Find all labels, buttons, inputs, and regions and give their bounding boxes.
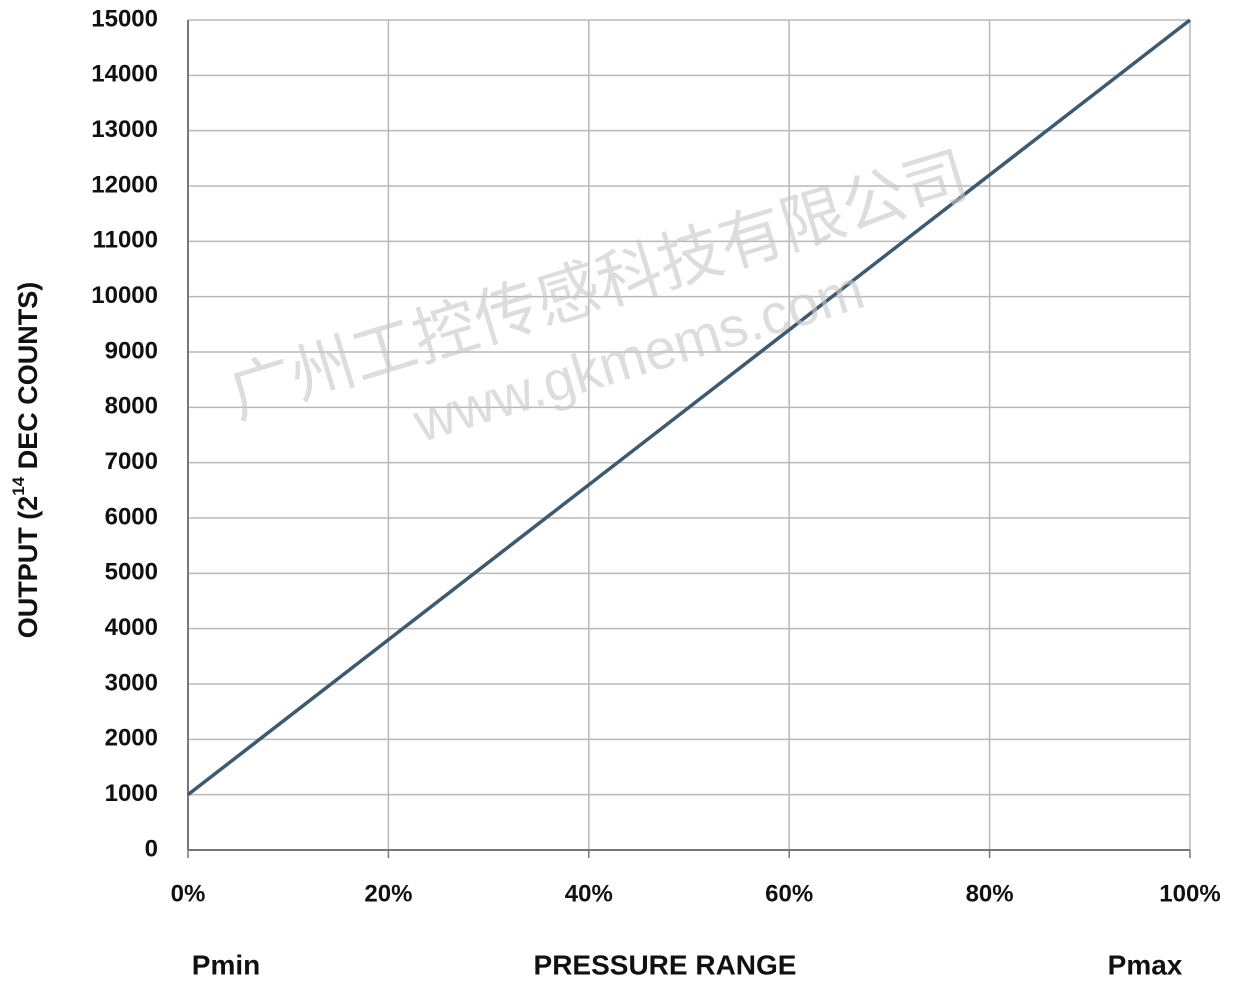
y-tick-label: 12000 bbox=[91, 171, 158, 198]
y-tick-label: 0 bbox=[145, 835, 158, 862]
y-label-part: DEC COUNTS) bbox=[13, 282, 43, 477]
x-tick-label: 40% bbox=[565, 880, 613, 907]
y-label-sup: 14 bbox=[9, 476, 28, 495]
y-tick-label: 13000 bbox=[91, 116, 158, 143]
data-line bbox=[186, 18, 1192, 797]
x-axis-label: PRESSURE RANGE bbox=[534, 949, 797, 980]
y-tick-label: 15000 bbox=[91, 5, 158, 32]
y-tick-label: 5000 bbox=[105, 559, 158, 586]
x-tick-label: 0% bbox=[171, 880, 206, 907]
y-tick-label: 9000 bbox=[105, 337, 158, 364]
x-tick-label: 60% bbox=[765, 880, 813, 907]
x-tick-label: 20% bbox=[364, 880, 412, 907]
y-tick-label: 14000 bbox=[91, 61, 158, 88]
y-tick-label: 11000 bbox=[93, 227, 158, 254]
y-tick-label: 7000 bbox=[105, 448, 158, 475]
y-tick-label: 10000 bbox=[91, 282, 158, 309]
y-tick-label: 1000 bbox=[105, 780, 158, 807]
y-tick-label: 3000 bbox=[105, 669, 158, 696]
y-tick-label: 8000 bbox=[105, 393, 158, 420]
y-tick-label: 4000 bbox=[105, 614, 158, 641]
annotation: Pmax bbox=[1108, 949, 1183, 980]
annotation: Pmin bbox=[192, 949, 260, 980]
y-axis-label: OUTPUT (214 DEC COUNTS) bbox=[9, 282, 43, 638]
y-tick-label: 2000 bbox=[105, 725, 158, 752]
x-tick-label: 100% bbox=[1159, 880, 1220, 907]
y-label-part: OUTPUT (2 bbox=[13, 496, 43, 639]
y-tick-label: 6000 bbox=[105, 503, 158, 530]
x-tick-label: 80% bbox=[966, 880, 1014, 907]
